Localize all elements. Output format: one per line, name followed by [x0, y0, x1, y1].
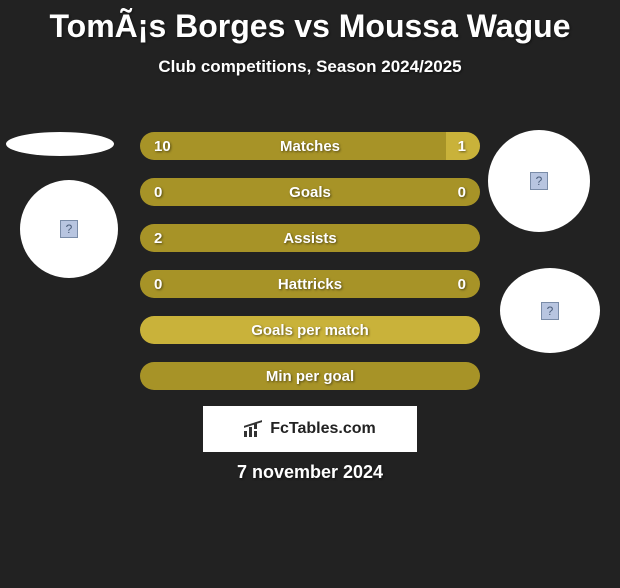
image-placeholder-icon: ? — [530, 172, 548, 190]
stat-value-right: 1 — [458, 138, 466, 155]
logo-text: FcTables.com — [270, 420, 376, 438]
stats-bars-container: 10Matches10Goals02Assists0Hattricks0Goal… — [140, 132, 480, 390]
player-left-avatar: ? — [20, 180, 118, 278]
stat-bar: Min per goal — [140, 362, 480, 390]
stat-value-left: 2 — [154, 230, 162, 247]
stat-label: Assists — [283, 230, 336, 247]
player-right-avatar-top: ? — [488, 130, 590, 232]
stat-bar: 0 Goals 0 — [140, 178, 480, 206]
stat-label: Goals per match — [251, 322, 369, 339]
fctables-logo: FcTables.com — [203, 406, 417, 452]
stat-label: Min per goal — [266, 368, 354, 385]
stat-value-left: 0 — [154, 276, 162, 293]
stat-bar: 2 Assists — [140, 224, 480, 252]
stat-value-left: 0 — [154, 184, 162, 201]
chart-icon — [244, 421, 264, 437]
stat-bar: 10 Matches 1 — [140, 132, 480, 160]
comparison-title: TomÃ¡s Borges vs Moussa Wague — [0, 8, 620, 45]
image-placeholder-icon: ? — [541, 302, 559, 320]
stat-bar: Goals per match — [140, 316, 480, 344]
comparison-date: 7 november 2024 — [237, 462, 383, 483]
stat-bar: 0 Hattricks 0 — [140, 270, 480, 298]
stat-value-right: 0 — [458, 276, 466, 293]
decorative-ellipse — [6, 132, 114, 156]
stat-value-left: 10 — [154, 138, 171, 155]
stat-label: Matches — [280, 138, 340, 155]
comparison-subtitle: Club competitions, Season 2024/2025 — [0, 57, 620, 77]
stat-value-right: 0 — [458, 184, 466, 201]
image-placeholder-icon: ? — [60, 220, 78, 238]
player-right-avatar-bottom: ? — [500, 268, 600, 353]
stat-label: Goals — [289, 184, 331, 201]
stat-label: Hattricks — [278, 276, 342, 293]
